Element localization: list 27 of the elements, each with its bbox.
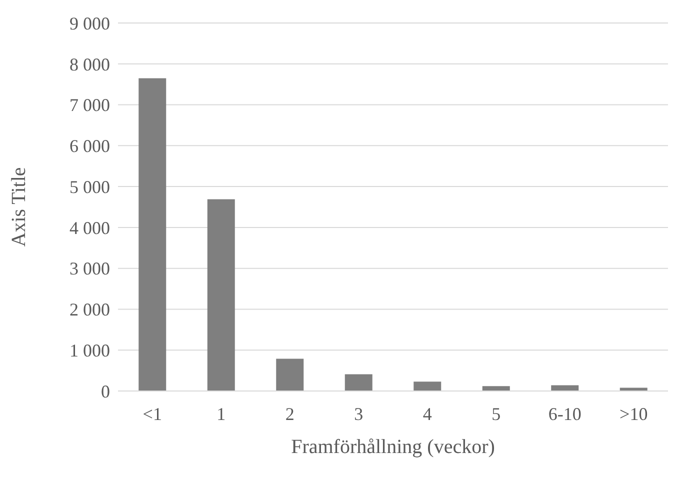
x-axis-title: Framförhållning (veckor) <box>291 436 495 458</box>
x-tick-label: 5 <box>492 404 501 424</box>
bar <box>276 358 304 391</box>
x-tick-label: 2 <box>285 404 294 424</box>
x-tick-label: 3 <box>354 404 364 424</box>
y-tick-label: 4 000 <box>70 218 110 238</box>
x-tick-label: <1 <box>142 404 162 424</box>
bar <box>138 78 166 391</box>
x-tick-label: 4 <box>422 404 432 424</box>
y-axis-title: Axis Title <box>8 167 30 247</box>
y-tick-label: 3 000 <box>70 258 110 279</box>
y-tick-label: 9 000 <box>70 13 110 34</box>
y-tick-label: 7 000 <box>70 95 110 116</box>
y-tick-label: 1 000 <box>70 340 110 360</box>
y-tick-label: 5 000 <box>70 176 110 197</box>
x-tick-label: >10 <box>620 404 648 424</box>
bar <box>344 374 372 391</box>
bar <box>414 382 442 391</box>
x-tick-label: 6-10 <box>548 404 582 424</box>
x-tick-label: 1 <box>216 404 226 424</box>
bar <box>620 388 648 391</box>
y-tick-label: 2 000 <box>70 300 110 320</box>
y-tick-label: 0 <box>101 381 110 402</box>
bar <box>482 386 510 391</box>
bar <box>207 199 235 391</box>
y-tick-label: 6 000 <box>70 136 110 156</box>
y-tick-label: 8 000 <box>70 54 110 74</box>
